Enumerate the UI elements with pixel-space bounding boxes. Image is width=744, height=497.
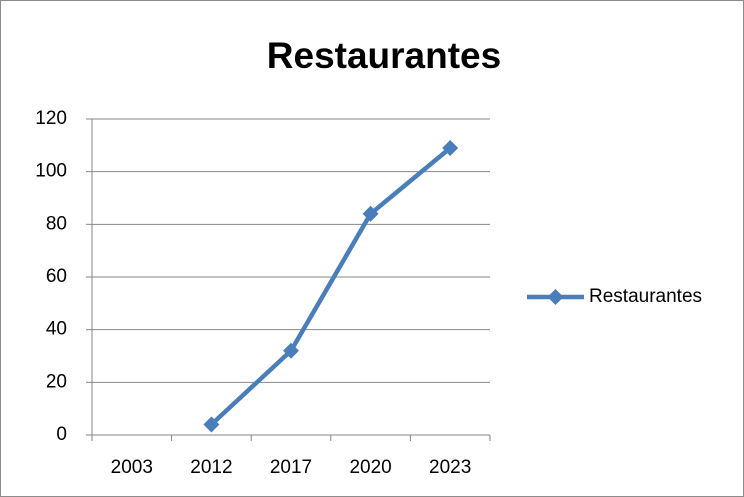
chart-title: Restaurantes <box>267 35 501 76</box>
y-tick-label: 20 <box>46 371 67 392</box>
y-tick-label: 80 <box>46 213 67 234</box>
y-tick-label: 40 <box>46 319 67 340</box>
point-marker <box>442 139 459 156</box>
point-marker <box>203 416 220 433</box>
y-tick-label: 100 <box>35 161 67 182</box>
x-tick-label: 2017 <box>270 457 312 478</box>
y-tick-label: 120 <box>35 108 67 129</box>
x-tick-label: 2020 <box>349 457 391 478</box>
point-marker <box>362 205 379 222</box>
y-tick-label: 0 <box>56 424 67 445</box>
y-tick-label: 60 <box>46 266 67 287</box>
series-line <box>209 146 452 427</box>
legend-marker <box>547 289 564 305</box>
legend-label: Restaurantes <box>589 286 702 307</box>
x-tick-label: 2023 <box>429 457 471 478</box>
x-tick-label: 2012 <box>190 457 232 478</box>
point-marker <box>283 342 299 359</box>
x-tick-label: 2003 <box>111 457 153 478</box>
